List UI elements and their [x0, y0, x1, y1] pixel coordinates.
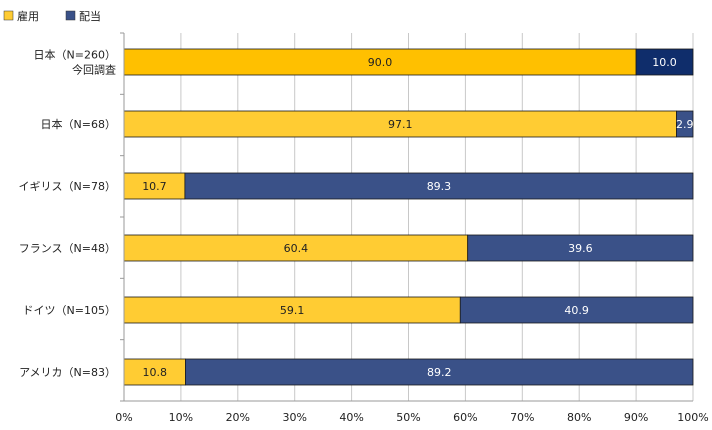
bar-employment-2 — [123, 172, 186, 200]
x-tick-label: 90% — [624, 411, 648, 424]
category-label: フランス（N=48） — [19, 242, 116, 255]
x-tick-label: 0% — [115, 411, 132, 424]
bar-employment-5 — [123, 358, 186, 386]
category-label: 日本（N=68） — [41, 117, 116, 131]
gridlines — [123, 33, 694, 401]
x-tick-label: 20% — [226, 411, 250, 424]
legend-swatch-1 — [65, 10, 76, 21]
bar-dividend-4 — [459, 296, 694, 324]
category-label: 日本（N=260） — [34, 48, 116, 62]
legend-label-1: 配当 — [79, 9, 101, 23]
category-label: イギリス（N=78） — [19, 180, 116, 193]
bar-value-label: 59.1 — [280, 304, 305, 317]
bar-value-label: 90.0 — [368, 56, 393, 69]
bars: 90.0 10.0 97.1 2.9 10.7 89.3 60.4 39.6 59.1 40.9 1… — [123, 48, 694, 386]
bar-employment-0 — [123, 48, 637, 76]
bar-value-label: 39.6 — [568, 242, 593, 255]
bar-employment-3 — [123, 234, 469, 262]
legend: 雇用 配当 — [3, 9, 101, 23]
bar-dividend-1 — [676, 110, 694, 138]
bar-dividend-2 — [184, 172, 694, 200]
bar-dividend-3 — [467, 234, 694, 262]
x-tick-label: 100% — [677, 411, 708, 424]
x-axis: 0% 10% 20% 30% 40% 50% 60% 70% 80% 90% 100% — [115, 32, 709, 424]
bar-value-label: 40.9 — [564, 304, 589, 317]
bar-value-label: 60.4 — [284, 242, 309, 255]
category-label: アメリカ（N=83） — [19, 366, 116, 379]
bar-value-label: 10.7 — [142, 180, 167, 193]
bar-value-label: 10.8 — [142, 366, 167, 379]
bar-value-label: 89.2 — [427, 366, 452, 379]
category-label: 今回調査 — [72, 63, 116, 77]
legend-label-0: 雇用 — [17, 9, 39, 23]
x-tick-label: 70% — [510, 411, 534, 424]
x-tick-label: 50% — [396, 411, 420, 424]
bar-value-label: 89.3 — [427, 180, 452, 193]
x-tick-label: 80% — [567, 411, 591, 424]
x-tick-label: 10% — [169, 411, 193, 424]
bar-value-label: 2.9 — [676, 118, 694, 131]
bar-dividend-0 — [635, 48, 694, 76]
x-tick-label: 40% — [339, 411, 363, 424]
bar-value-label: 10.0 — [652, 56, 677, 69]
bar-value-label: 97.1 — [388, 118, 413, 131]
legend-swatch-0 — [3, 10, 14, 21]
bar-employment-4 — [123, 296, 461, 324]
bar-dividend-5 — [185, 358, 694, 386]
category-label: ドイツ（N=105） — [23, 304, 116, 317]
x-tick-label: 60% — [453, 411, 477, 424]
x-tick-label: 30% — [282, 411, 306, 424]
